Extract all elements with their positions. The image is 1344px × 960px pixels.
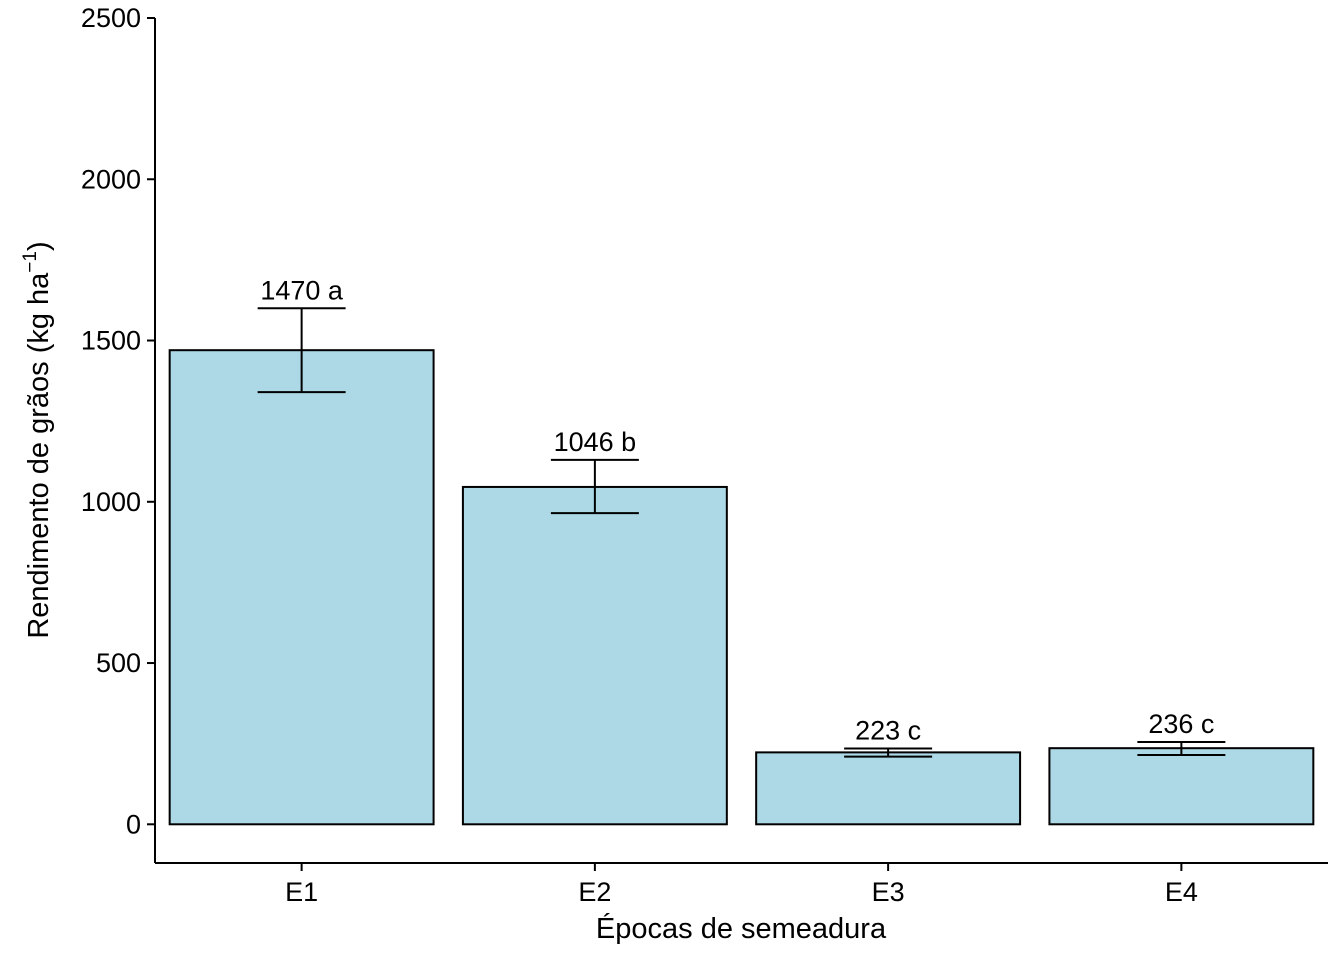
y-tick-label-2000: 2000 — [81, 164, 141, 194]
error-bar-e4 — [1137, 741, 1226, 756]
x-tick-label-e2: E2 — [578, 877, 611, 907]
error-bar-e2 — [550, 458, 639, 515]
y-tick-label-1500: 1500 — [81, 326, 141, 356]
y-axis-title: Rendimento de grãos (kg ha−1) — [20, 241, 55, 638]
error-bar-e3 — [844, 747, 933, 758]
error-bars — [257, 307, 1226, 758]
bar-label-e2: 1046 b — [554, 427, 637, 457]
bar-label-e3: 223 c — [855, 716, 921, 746]
y-axis-title-superscript: −1 — [20, 251, 41, 273]
bar-labels: 1470 a 1046 b 223 c 236 c — [260, 275, 1214, 745]
y-tick-label-500: 500 — [96, 648, 141, 678]
bar-e2 — [461, 485, 728, 826]
y-ticks: 0 500 1000 1500 2000 2500 — [81, 3, 155, 839]
bars — [168, 349, 1315, 826]
bar-label-e4: 236 c — [1148, 709, 1214, 739]
bar-label-e1: 1470 a — [260, 275, 344, 305]
bar-e3 — [755, 751, 1022, 826]
y-tick-label-1000: 1000 — [81, 487, 141, 517]
error-bar-e1 — [257, 307, 346, 394]
y-axis-title-close: ) — [23, 241, 55, 251]
x-ticks: E1 E2 E3 E4 — [285, 863, 1198, 907]
x-axis-title: Épocas de semeadura — [596, 912, 887, 945]
x-tick-label-e4: E4 — [1165, 877, 1198, 907]
axes — [154, 18, 1328, 864]
x-tick-label-e1: E1 — [285, 877, 318, 907]
y-tick-label-2500: 2500 — [81, 3, 141, 33]
y-tick-label-0: 0 — [126, 809, 141, 839]
y-axis-title-main: Rendimento de grãos (kg ha — [23, 272, 55, 639]
x-tick-label-e3: E3 — [872, 877, 905, 907]
bar-e1 — [168, 349, 435, 826]
bar-e4 — [1048, 747, 1315, 826]
